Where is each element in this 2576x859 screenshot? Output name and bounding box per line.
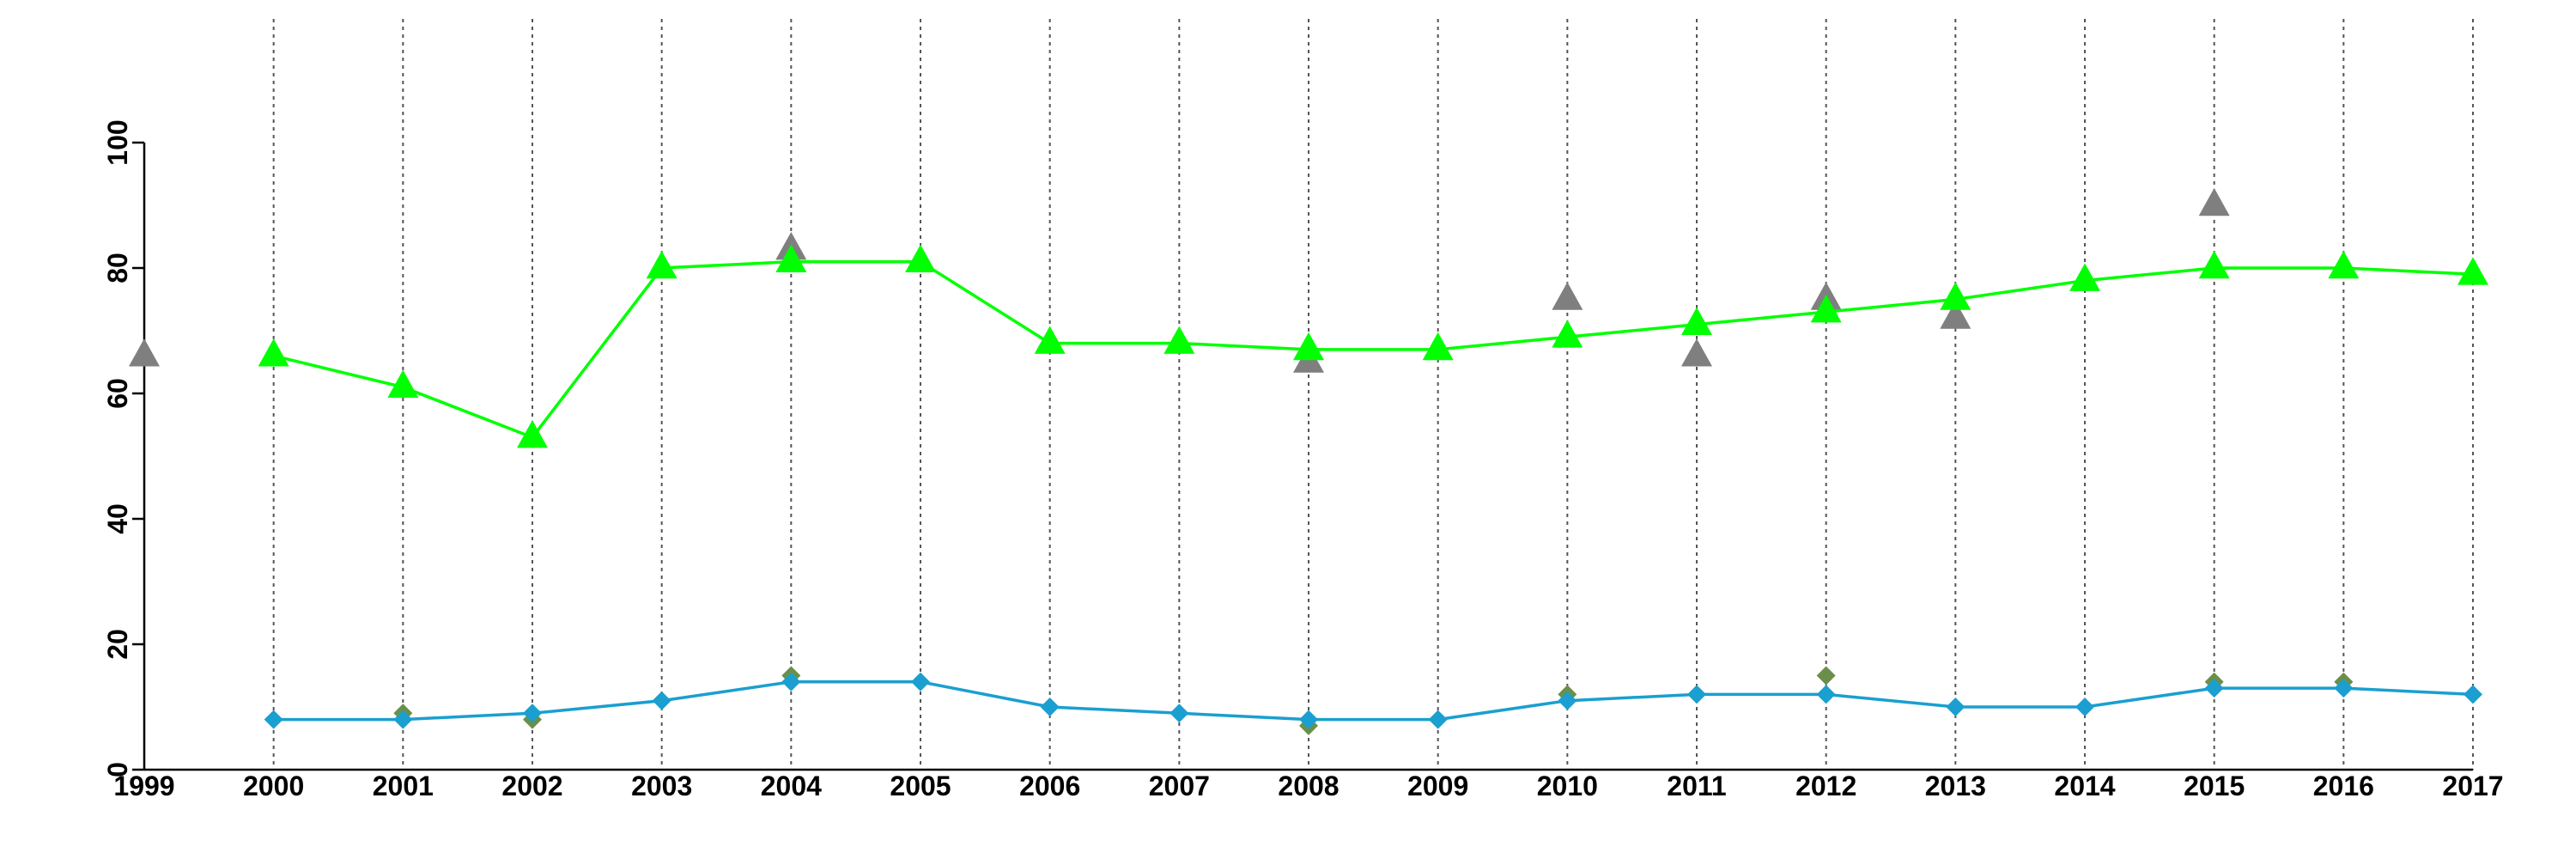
blue-line-point-2008 xyxy=(1299,710,1318,729)
blue-line-point-2002 xyxy=(523,704,542,723)
axis-layer xyxy=(132,141,2473,771)
green-line-point-2010 xyxy=(1552,320,1583,348)
green-line-point-2014 xyxy=(2069,263,2100,291)
y-tick-label: 80 xyxy=(102,253,133,283)
blue-line-point-2003 xyxy=(652,691,671,710)
gray-triangles-point-1999 xyxy=(129,338,160,367)
green-line-point-2002 xyxy=(517,420,548,448)
blue-line-point-2000 xyxy=(264,710,283,729)
green-line-point-2015 xyxy=(2198,250,2230,279)
gray-triangles-point-2015 xyxy=(2198,187,2230,216)
blue-line-point-2001 xyxy=(393,710,413,729)
x-tick-label: 2005 xyxy=(890,771,951,801)
x-tick-label: 2009 xyxy=(1407,771,1468,801)
x-tick-label: 2006 xyxy=(1019,771,1080,801)
blue-line-point-2005 xyxy=(911,672,930,691)
green-line-point-2001 xyxy=(387,369,419,399)
x-tick-label: 2010 xyxy=(1537,771,1598,801)
blue-line-point-2006 xyxy=(1040,698,1060,716)
green-line-point-2012 xyxy=(1810,295,1842,323)
x-tick-label: 2016 xyxy=(2313,771,2374,801)
x-tick-label: 2000 xyxy=(243,771,304,801)
y-tick-label: 100 xyxy=(102,119,133,165)
gray-triangles-point-2013 xyxy=(1940,301,1971,329)
gray-triangles-point-2011 xyxy=(1681,338,1712,367)
y-tick-label: 0 xyxy=(102,762,133,777)
green-line-point-2016 xyxy=(2328,250,2360,279)
blue-line-point-2015 xyxy=(2204,679,2224,698)
blue-line-point-2012 xyxy=(1816,685,1836,704)
blue-line-point-2014 xyxy=(2075,698,2094,716)
x-tick-label: 2003 xyxy=(631,771,692,801)
grid-layer xyxy=(272,19,2474,770)
blue-line-point-2016 xyxy=(2334,679,2354,698)
y-tick-label: 20 xyxy=(102,629,133,660)
x-tick-label: 2015 xyxy=(2184,771,2245,801)
green-line-point-2003 xyxy=(646,250,677,279)
blue-line-point-2009 xyxy=(1428,710,1448,729)
green-line-point-2008 xyxy=(1293,332,1324,361)
blue-line-point-2004 xyxy=(781,672,801,691)
green-line-point-2009 xyxy=(1422,332,1454,361)
green-line-point-2006 xyxy=(1034,326,1066,354)
x-tick-label: 2012 xyxy=(1795,771,1856,801)
x-tick-label: 2007 xyxy=(1149,771,1210,801)
green-line-point-2007 xyxy=(1163,326,1195,354)
green-line-point-2000 xyxy=(258,338,289,367)
x-tick-label: 1999 xyxy=(113,771,174,801)
x-tick-label: 2004 xyxy=(761,771,822,801)
green-line-path xyxy=(273,259,2474,440)
green-line-point-2004 xyxy=(775,244,807,273)
green-line-point-2017 xyxy=(2458,257,2488,285)
green-line-point-2005 xyxy=(905,244,936,273)
blue-line-path xyxy=(273,680,2474,722)
x-tick-label: 2017 xyxy=(2442,771,2503,801)
blue-line-point-2011 xyxy=(1687,685,1706,704)
green-line-point-2013 xyxy=(1940,282,1971,310)
series-layer xyxy=(129,187,2488,735)
x-tick-label: 2013 xyxy=(1925,771,1986,801)
x-tick-label: 2001 xyxy=(373,771,434,801)
blue-line-point-2013 xyxy=(1946,698,1965,716)
y-tick-label: 60 xyxy=(102,378,133,409)
y-tick-label: 40 xyxy=(102,503,133,534)
blue-line-point-2010 xyxy=(1558,691,1577,710)
blue-line-point-2017 xyxy=(2464,685,2482,704)
olive-diamonds-point-2012 xyxy=(1816,666,1836,685)
x-tick-label: 2014 xyxy=(2054,771,2115,801)
green-line-point-2011 xyxy=(1681,307,1712,336)
blue-line-point-2007 xyxy=(1170,704,1189,723)
gray-triangles-point-2010 xyxy=(1552,282,1583,310)
label-layer: 0 20 40 60 80 100 1999 2000 2001 2002 2003 2004 2005… xyxy=(102,119,2504,801)
x-tick-label: 2002 xyxy=(501,771,562,801)
x-tick-label: 2011 xyxy=(1667,771,1726,801)
x-tick-label: 2008 xyxy=(1278,771,1339,801)
